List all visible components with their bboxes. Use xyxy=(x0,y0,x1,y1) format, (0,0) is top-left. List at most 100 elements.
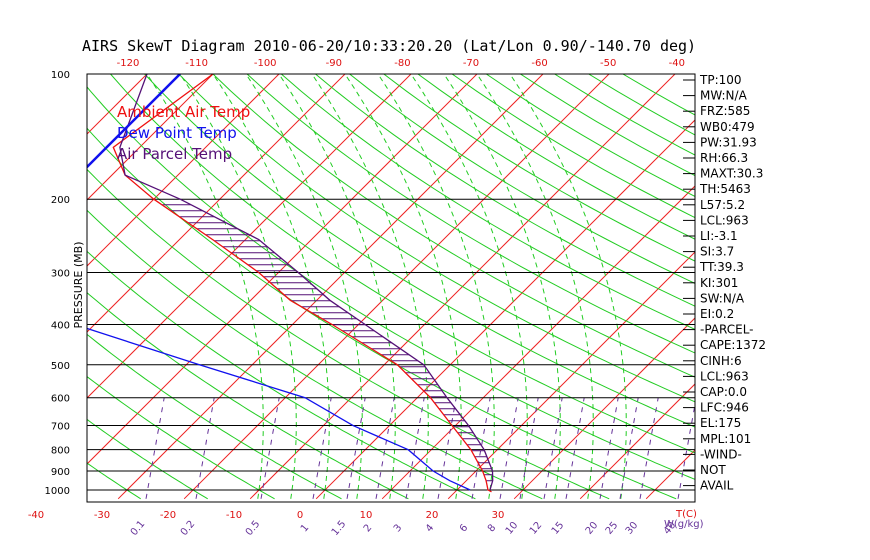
mixing-ratio-line xyxy=(639,397,659,499)
mixing-ratio-line xyxy=(346,397,366,499)
pressure-tick-label: 1000 xyxy=(45,486,70,497)
dry-adiabat-line xyxy=(87,418,208,500)
pressure-tick-label: 700 xyxy=(51,422,70,433)
isotherm-line xyxy=(381,185,695,500)
isotherm-line xyxy=(87,74,214,201)
mixing-ratio-line xyxy=(499,397,519,499)
moist-adiabat-line xyxy=(443,74,561,499)
index-label: LCL:963 xyxy=(700,213,749,227)
mixing-ratio-label: 0.5 xyxy=(244,519,263,538)
temperature-unit-label: T(C) xyxy=(675,509,697,520)
top-temperature-tick-label: -60 xyxy=(531,58,547,69)
mixing-ratio-label: 3 xyxy=(392,522,405,534)
dry-adiabat-line xyxy=(178,74,695,403)
bottom-temperature-tick-label: -40 xyxy=(28,510,44,521)
bottom-temperature-tick-label: -20 xyxy=(160,510,176,521)
mixing-ratio-label: 12 xyxy=(528,520,545,537)
index-label: KI:301 xyxy=(700,276,738,290)
index-label: MAXT:30.3 xyxy=(700,167,763,181)
pressure-tick-label: 400 xyxy=(51,320,70,331)
legend-entry: Dew Point Temp xyxy=(117,124,237,142)
mixing-ratio-label: 6 xyxy=(458,522,471,534)
moist-adiabat-line xyxy=(509,74,627,499)
isotherm-line xyxy=(0,74,81,499)
top-temperature-tick-label: -110 xyxy=(185,58,208,69)
mixing-ratio-line xyxy=(619,397,639,499)
index-label: SW:N/A xyxy=(700,291,745,305)
dry-adiabat-line xyxy=(87,462,141,500)
index-label: EI:0.2 xyxy=(700,307,734,321)
mixing-ratio-label: 0.1 xyxy=(129,519,148,538)
mixing-ratio-label: 8 xyxy=(486,522,499,534)
moist-adiabat-line xyxy=(344,74,462,499)
dry-adiabat-line xyxy=(212,74,695,378)
dry-adiabat-line xyxy=(110,74,695,454)
isotherm-line xyxy=(513,317,695,500)
dry-adiabat-line xyxy=(87,375,275,500)
bottom-temperature-tick-label: 30 xyxy=(492,510,505,521)
index-label: AVAIL xyxy=(700,479,734,493)
mixing-ratio-label: 15 xyxy=(550,520,567,537)
moist-adiabat-line xyxy=(212,74,330,499)
index-label: TH:5463 xyxy=(699,182,751,196)
legend-entry: Ambient Air Temp xyxy=(117,103,250,121)
top-temperature-tick-label: -90 xyxy=(326,58,342,69)
mixing-ratio-line xyxy=(375,397,395,499)
legend-entry: Air Parcel Temp xyxy=(117,145,232,163)
profiles xyxy=(87,74,494,493)
dry-adiabat-line xyxy=(349,74,695,284)
bottom-temperature-tick-label: 10 xyxy=(360,510,373,521)
index-label: CAP:0.0 xyxy=(700,385,747,399)
index-label: TP:100 xyxy=(699,73,742,87)
index-label: EL:175 xyxy=(700,416,741,430)
profile-line xyxy=(112,74,492,493)
isotherm-line xyxy=(447,251,695,500)
mixing-ratio-label: 0.2 xyxy=(179,519,198,538)
bottom-temperature-tick-label: -30 xyxy=(94,510,110,521)
dry-adiabat-line xyxy=(315,74,695,307)
cape-hatching xyxy=(161,204,493,482)
bottom-temperature-tick-label: -10 xyxy=(226,510,242,521)
dry-adiabat-line xyxy=(144,74,695,428)
index-label: CAPE:1372 xyxy=(700,338,766,352)
index-label: TT:39.3 xyxy=(699,260,744,274)
plot-frame xyxy=(86,73,696,503)
isotherm-line xyxy=(315,119,695,500)
moist-adiabat-line xyxy=(476,74,594,499)
dry-adiabat-line xyxy=(87,292,409,500)
pressure-tick-label: 900 xyxy=(51,467,70,478)
mixing-ratio-label: 4 xyxy=(424,522,437,534)
profile-line xyxy=(119,74,494,491)
index-label: NOT xyxy=(700,463,726,477)
mixing-ratio-label: 30 xyxy=(624,520,641,537)
index-label: CINH:6 xyxy=(700,354,742,368)
isotherm-line xyxy=(0,74,15,499)
dry-adiabat-line xyxy=(87,333,342,500)
pressure-tick-label: 500 xyxy=(51,361,70,372)
isotherm-line xyxy=(183,74,610,500)
background-lines xyxy=(0,74,695,500)
clipped-background xyxy=(0,74,695,500)
mixing-ratio-label: 25 xyxy=(604,520,621,537)
mixing-ratio-label: 20 xyxy=(584,520,601,537)
dry-adiabat-line xyxy=(87,209,543,500)
bottom-temperature-tick-label: 0 xyxy=(297,510,303,521)
index-label: PW:31.93 xyxy=(700,135,757,149)
top-temperature-tick-label: -120 xyxy=(117,58,140,69)
profile-line xyxy=(87,74,471,491)
mixing-ratio-line xyxy=(519,397,539,499)
dry-adiabat-line xyxy=(0,74,74,499)
index-label: SI:3.7 xyxy=(700,245,734,259)
top-temperature-tick-label: -50 xyxy=(600,58,616,69)
isotherm-line xyxy=(117,74,544,500)
mixing-ratio-line xyxy=(471,397,491,499)
legend: Ambient Air Temp Dew Point Temp Air Parcel… xyxy=(117,103,250,163)
moist-adiabat-line xyxy=(146,74,264,499)
dry-adiabat-line xyxy=(486,74,695,197)
isotherm-line xyxy=(87,74,412,399)
isotherm-line xyxy=(87,74,280,267)
mixing-ratio-unit-label: W(g/kg) xyxy=(664,519,704,530)
moist-adiabat-line xyxy=(311,74,429,499)
